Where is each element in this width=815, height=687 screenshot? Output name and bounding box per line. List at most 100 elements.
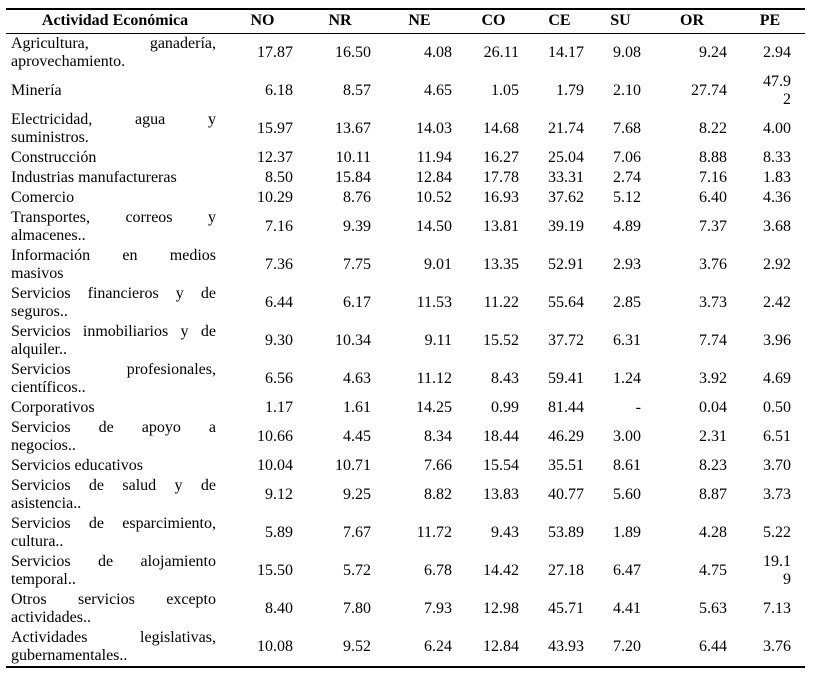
cell-value: 15.54 [483,457,519,474]
cell-ne: 14.03 [379,110,460,148]
cell-nr: 7.80 [301,590,379,628]
cell-value: 1.79 [556,82,584,99]
cell-value: 11.94 [416,149,452,166]
cell-value: 33.31 [548,169,584,186]
label-word: correos [125,209,173,226]
cell-value: 6.31 [613,332,641,349]
label-word: y [208,111,216,128]
cell-pe: 4.36 [735,188,805,208]
cell-or: 4.28 [649,514,735,552]
label-word: excepto [166,591,216,608]
table-row: Servicios financieros y de seguros.. 6.44 6.17… [6,284,805,322]
table-row: Industrias manufactureras 8.50 15.84 12.84 1… [6,168,805,188]
label-word: de [88,477,105,494]
cell-ne: 8.82 [379,476,460,514]
cell-ne: 6.78 [379,552,460,590]
cell-value: 27.18 [548,562,584,579]
cell-no: 12.37 [224,148,301,168]
label-word: a [208,419,216,436]
cell-ne: 9.01 [379,246,460,284]
cell-or: 5.63 [649,590,735,628]
cell-or: 3.73 [649,284,735,322]
cell-co: 16.93 [460,188,527,208]
cell-co: 13.83 [460,476,527,514]
cell-value: 2.31 [699,428,727,445]
cell-or: 3.92 [649,360,735,398]
cell-su: 4.41 [592,590,649,628]
label-word: de [98,419,114,436]
cell-value: 7.74 [699,332,727,349]
cell-or: 0.04 [649,398,735,418]
row-label-line: almacenes.. [11,227,86,244]
cell-nr: 10.34 [301,322,379,360]
cell-pe: 4.00 [735,110,805,148]
cell-or: 6.40 [649,188,735,208]
row-label: Comercio [6,188,224,208]
cell-value: 14.42 [483,562,519,579]
cell-ne: 6.24 [379,628,460,667]
cell-or: 7.74 [649,322,735,360]
row-label: Servicios educativos [6,456,224,476]
cell-value: 8.33 [763,149,791,166]
label-word: Servicios [11,515,71,532]
cell-value: 10.08 [257,638,293,655]
cell-value: 6.40 [699,189,727,206]
cell-value: 6.44 [265,294,293,311]
row-label-line: Transportes, correos y [11,209,216,227]
cell-value: - [635,399,641,416]
row-label-line: Construcción [11,149,97,166]
row-label: Otros servicios excepto actividades.. [6,590,224,628]
cell-value: 19.19 [763,553,791,588]
cell-nr: 9.25 [301,476,379,514]
cell-value: 8.34 [424,428,452,445]
cell-or: 7.16 [649,168,735,188]
cell-value: 9.43 [491,524,519,541]
cell-value: 10.66 [257,428,293,445]
cell-value: 6.56 [265,370,293,387]
cell-ne: 11.12 [379,360,460,398]
table-row: Información en medios masivos 7.36 7.75 9.01 13… [6,246,805,284]
cell-nr: 4.45 [301,418,379,456]
cell-no: 9.30 [224,322,301,360]
cell-value: 3.76 [763,638,791,655]
cell-no: 7.16 [224,208,301,246]
label-word: apoyo [141,419,181,436]
cell-value: 8.43 [491,370,519,387]
cell-ce: 52.91 [527,246,592,284]
cell-or: 8.22 [649,110,735,148]
cell-or: 3.76 [649,246,735,284]
cell-value: 0.50 [763,399,791,416]
cell-pe: 47.92 [735,72,805,110]
cell-ne: 10.52 [379,188,460,208]
cell-value: 17.87 [257,44,293,61]
cell-value: 3.92 [699,370,727,387]
row-label-line: Información en medios [11,247,216,265]
table-row: Servicios profesionales, científicos.. 6.56… [6,360,805,398]
cell-value: 3.00 [613,428,641,445]
cell-value: 14.50 [416,218,452,235]
row-label-line: Servicios educativos [11,457,143,474]
cell-value: 5.60 [613,486,641,503]
row-label: Servicios profesionales, científicos.. [6,360,224,398]
cell-ce: 59.41 [527,360,592,398]
cell-value: 4.63 [343,370,371,387]
label-word: Servicios [11,553,71,570]
cell-su: 2.93 [592,246,649,284]
cell-pe: 7.13 [735,590,805,628]
table-header: Actividad Económica NO NR NE CO CE SU OR PE [6,9,805,34]
cell-nr: 7.67 [301,514,379,552]
cell-ce: 46.29 [527,418,592,456]
cell-no: 15.97 [224,110,301,148]
cell-su: 2.74 [592,168,649,188]
table-row: Construcción 12.37 10.11 11.94 16.27 25.04 7.0… [6,148,805,168]
column-header-ce: CE [527,9,592,34]
cell-value: 8.87 [699,486,727,503]
cell-co: 14.42 [460,552,527,590]
cell-ce: 53.89 [527,514,592,552]
cell-nr: 8.76 [301,188,379,208]
cell-value: 16.27 [483,149,519,166]
label-word: Otros [11,591,47,608]
cell-value: 43.93 [548,638,584,655]
cell-co: 17.78 [460,168,527,188]
column-header-pe: PE [735,9,805,34]
